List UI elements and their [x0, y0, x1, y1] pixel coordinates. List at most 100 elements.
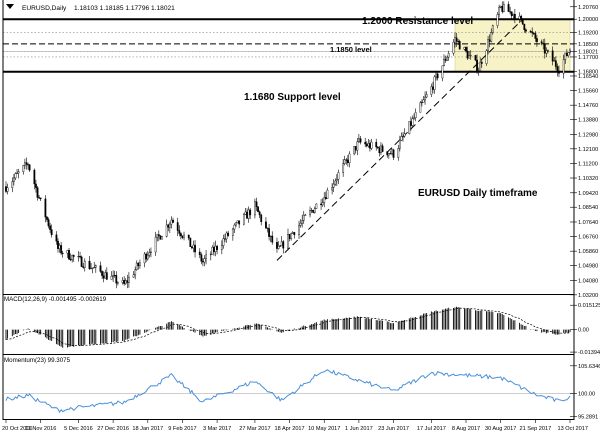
macd-tick-label: 0.015125 [578, 303, 600, 309]
candle-body [513, 14, 516, 20]
candle-body [402, 135, 404, 137]
candle-body [194, 244, 196, 253]
macd-axis: 0.015125 0.00 -0.01394 [570, 303, 600, 356]
candle-body [172, 219, 174, 223]
candle-body [79, 256, 81, 258]
candle-body [266, 227, 269, 229]
candle-body [205, 254, 207, 259]
candle-body [225, 232, 228, 240]
candle-body [452, 41, 455, 54]
candle-body [246, 211, 248, 219]
candle-body [564, 52, 567, 60]
candle-body [547, 50, 549, 52]
candle-body [320, 203, 322, 206]
symbol-label: EURUSD,Daily [22, 5, 67, 12]
macd-tick-label: -0.01394 [578, 350, 600, 356]
candle-body [190, 246, 193, 249]
date-tick-label: 18 Apr 2017 [274, 426, 304, 432]
candle-body [465, 47, 467, 52]
candle-body [121, 280, 124, 283]
macd-histogram [5, 306, 571, 348]
resistance-label: 1.2000 Resistance level [362, 16, 473, 27]
candle-body [135, 262, 138, 270]
candle-body [271, 235, 274, 243]
candle-body [408, 121, 411, 135]
candle-body [216, 245, 219, 250]
candle-body [354, 146, 357, 151]
candle-body [290, 233, 293, 239]
candle-body [55, 234, 58, 242]
candle-body [39, 197, 42, 200]
candle-body [521, 18, 524, 25]
candle-body [558, 70, 560, 74]
momentum-title: Momentum(23) 99.3075 [4, 357, 71, 364]
timeframe-label: EURUSD Daily timeframe [418, 188, 538, 199]
candle-body [364, 141, 367, 145]
candle-body [487, 39, 489, 52]
candle-body [134, 269, 137, 276]
candle-body [326, 189, 329, 199]
candle-body [244, 211, 247, 215]
momentum-line [5, 369, 571, 414]
candle-body [72, 255, 75, 257]
candle-body [209, 253, 212, 256]
candle-body [14, 173, 17, 179]
candle-body [469, 55, 472, 57]
candle-body [159, 235, 162, 240]
price-tick-label: 1.15660 [578, 88, 598, 94]
macd-signal-line [5, 307, 571, 347]
date-tick-label: 18 Jan 2017 [132, 426, 163, 432]
candle-body [430, 86, 433, 95]
candle-body [279, 245, 282, 247]
candle-body [357, 138, 360, 142]
candle-body [143, 253, 146, 264]
candle-body [277, 245, 280, 249]
price-pane-bottom-border [3, 294, 574, 295]
candle-body [80, 256, 83, 267]
candle-body [257, 206, 259, 213]
candle-body [345, 159, 348, 161]
candlestick-series [5, 1, 571, 289]
candle-body [6, 187, 9, 192]
momentum-tick-label: 95.2891 [578, 415, 598, 421]
candle-body [258, 211, 261, 216]
candle-body [146, 254, 149, 260]
date-tick-label: 21 Sep 2017 [519, 426, 551, 432]
price-tick-label: 1.11200 [578, 162, 598, 168]
candle-body [375, 141, 378, 148]
candle-body [391, 149, 393, 154]
candle-body [365, 143, 368, 147]
candle-body [367, 143, 370, 147]
candle-body [485, 50, 488, 64]
candle-body [22, 165, 25, 172]
candle-body [105, 272, 108, 280]
candle-body [132, 274, 135, 278]
candle-body [49, 225, 52, 230]
candle-body [414, 112, 417, 119]
candle-body [477, 70, 480, 72]
candle-body [562, 59, 565, 74]
candle-body [213, 246, 215, 252]
date-tick-label: 13 Oct 2017 [558, 426, 588, 432]
candle-body [454, 37, 456, 43]
candle-body [211, 246, 214, 255]
candle-body [90, 267, 92, 269]
candle-body [301, 220, 304, 224]
candle-body [342, 163, 345, 173]
candle-body [170, 219, 173, 225]
collapse-arrow-icon [6, 4, 14, 9]
candle-body [498, 7, 501, 15]
candle-body [293, 232, 296, 236]
candle-body [88, 260, 91, 269]
date-tick-label: 23 Jun 2017 [378, 426, 409, 432]
candle-body [265, 221, 267, 229]
candle-body [567, 52, 570, 56]
candle-body [104, 272, 107, 279]
candle-body [310, 210, 313, 212]
price-tick-label: 1.07640 [578, 220, 598, 226]
candle-body [536, 38, 538, 42]
candle-body [386, 151, 389, 156]
macd-pane: MACD(12,26,9) -0.001495 -0.002619 0.0151… [3, 296, 600, 356]
candle-body [346, 159, 349, 164]
